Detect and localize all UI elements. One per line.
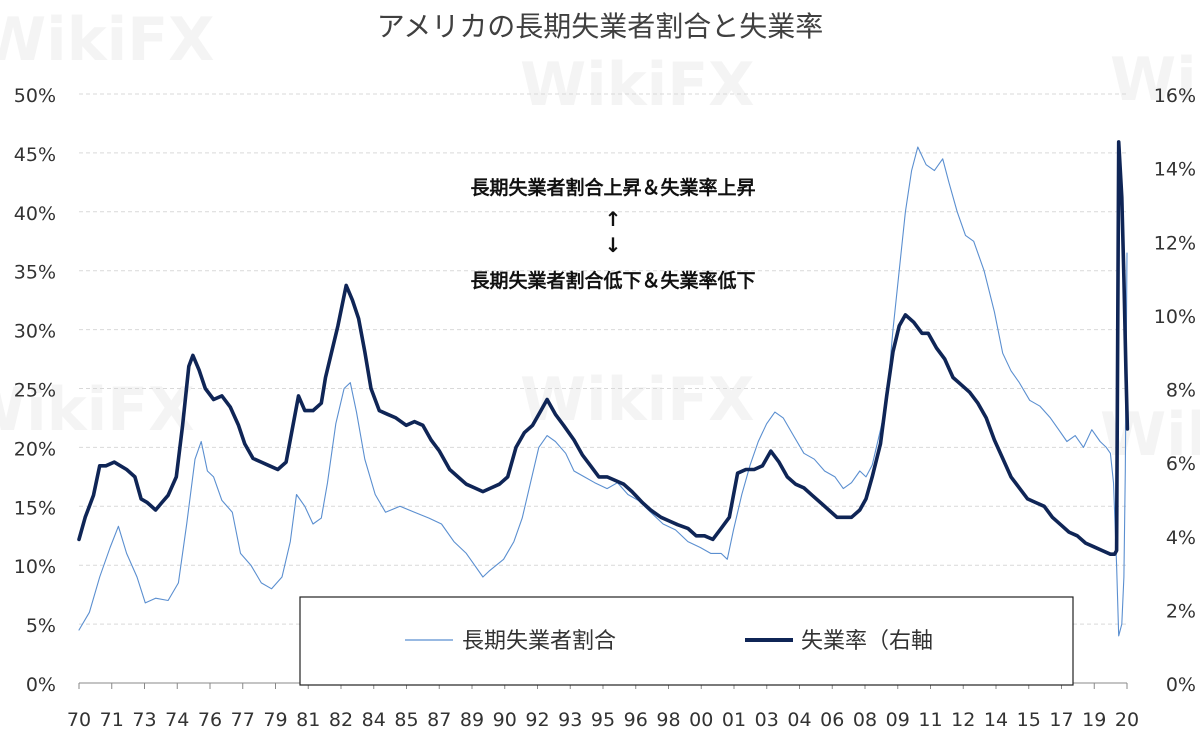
x-tick-label: 14 [984, 709, 1008, 731]
x-tick-label: 71 [100, 709, 124, 731]
x-tick-label: 77 [231, 709, 255, 731]
x-tick-label: 76 [198, 709, 222, 731]
y-right-tick-label: 14% [1154, 159, 1196, 181]
y-left-tick-label: 15% [14, 497, 56, 519]
y-axis-left: 0% 5% 10% 15% 20% 25% 30% 35% 40% 45% 50% [14, 85, 56, 696]
y-right-tick-label: 2% [1166, 600, 1196, 622]
legend: 長期失業者割合 失業率（右軸 [299, 596, 1074, 686]
x-tick-label: 79 [263, 709, 287, 731]
x-tick-label: 92 [525, 709, 549, 731]
y-left-tick-label: 50% [14, 85, 56, 107]
x-tick-label: 20 [1115, 709, 1139, 731]
y-right-tick-label: 12% [1154, 232, 1196, 254]
x-tick-label: 70 [67, 709, 91, 731]
x-tick-label: 89 [460, 709, 484, 731]
y-left-tick-label: 10% [14, 556, 56, 578]
y-left-tick-label: 0% [26, 674, 56, 696]
y-right-tick-label: 8% [1166, 380, 1196, 402]
series-layer [77, 140, 1130, 637]
chart-title: アメリカの長期失業者割合と失業率 [377, 10, 824, 43]
y-left-tick-label: 20% [14, 438, 56, 460]
x-tick-label: 06 [820, 709, 844, 731]
y-left-tick-label: 35% [14, 262, 56, 284]
x-tick-label: 11 [918, 709, 942, 731]
svg-text:WikiFX: WikiFX [520, 50, 754, 120]
legend-box [299, 596, 1074, 686]
x-tick-label: 04 [787, 709, 811, 731]
x-axis: 70 71 73 74 76 77 79 81 82 84 85 87 89 90 92 93 95 96 98 00… [67, 682, 1139, 731]
legend-label-long-term-share: 長期失業者割合 [462, 629, 616, 654]
series-line-unemployment-rate [77, 140, 1130, 557]
y-left-tick-label: 5% [26, 615, 56, 637]
x-tick-label: 09 [886, 709, 910, 731]
x-tick-label: 82 [329, 709, 353, 731]
x-tick-label: 17 [1049, 709, 1073, 731]
y-right-tick-label: 0% [1166, 674, 1196, 696]
y-right-tick-label: 6% [1166, 453, 1196, 475]
x-tick-label: 87 [427, 709, 451, 731]
svg-text:WikiFX: WikiFX [0, 5, 214, 75]
x-tick-label: 98 [656, 709, 680, 731]
svg-text:WikiFX: WikiFX [1110, 45, 1200, 115]
y-left-tick-label: 30% [14, 321, 56, 343]
x-tick-label: 95 [591, 709, 615, 731]
x-tick-label: 85 [394, 709, 418, 731]
y-right-tick-label: 16% [1154, 85, 1196, 107]
x-tick-label: 96 [624, 709, 648, 731]
y-left-tick-label: 25% [14, 380, 56, 402]
y-left-tick-label: 40% [14, 203, 56, 225]
annotation-up: 長期失業者割合上昇＆失業率上昇 [470, 176, 755, 199]
y-right-tick-label: 10% [1154, 306, 1196, 328]
annotation-down: 長期失業者割合低下＆失業率低下 [470, 269, 755, 292]
y-left-tick-label: 45% [14, 144, 56, 166]
annotation-arrow-up: ↑ [605, 207, 622, 231]
x-tick-label: 73 [132, 709, 156, 731]
x-tick-label: 15 [1017, 709, 1041, 731]
x-tick-label: 08 [853, 709, 877, 731]
x-tick-label: 19 [1082, 709, 1106, 731]
x-tick-label: 00 [689, 709, 713, 731]
x-tick-label: 03 [755, 709, 779, 731]
y-right-tick-label: 4% [1166, 527, 1196, 549]
svg-text:WikiFX: WikiFX [0, 375, 194, 445]
x-tick-label: 01 [722, 709, 746, 731]
x-tick-label: 12 [951, 709, 975, 731]
x-tick-label: 74 [165, 709, 189, 731]
series-line-long-term-unemployed-share [78, 146, 1128, 637]
annotation-arrow-down: ↓ [605, 233, 622, 257]
watermark: WikiFX WikiFX WikiFX WikiFX WikiFX WikiF… [0, 5, 1200, 470]
annotation-block: 長期失業者割合上昇＆失業率上昇 ↑ ↓ 長期失業者割合低下＆失業率低下 [470, 176, 755, 292]
svg-text:WikiFX: WikiFX [520, 365, 754, 435]
y-axis-right: 0% 2% 4% 6% 8% 10% 12% 14% 16% [1154, 85, 1196, 696]
x-tick-label: 84 [362, 709, 386, 731]
legend-label-unemployment-rate: 失業率（右軸 [801, 629, 933, 654]
x-tick-label: 93 [558, 709, 582, 731]
x-tick-label: 90 [493, 709, 517, 731]
x-tick-label: 81 [296, 709, 320, 731]
gridlines [79, 93, 1127, 625]
